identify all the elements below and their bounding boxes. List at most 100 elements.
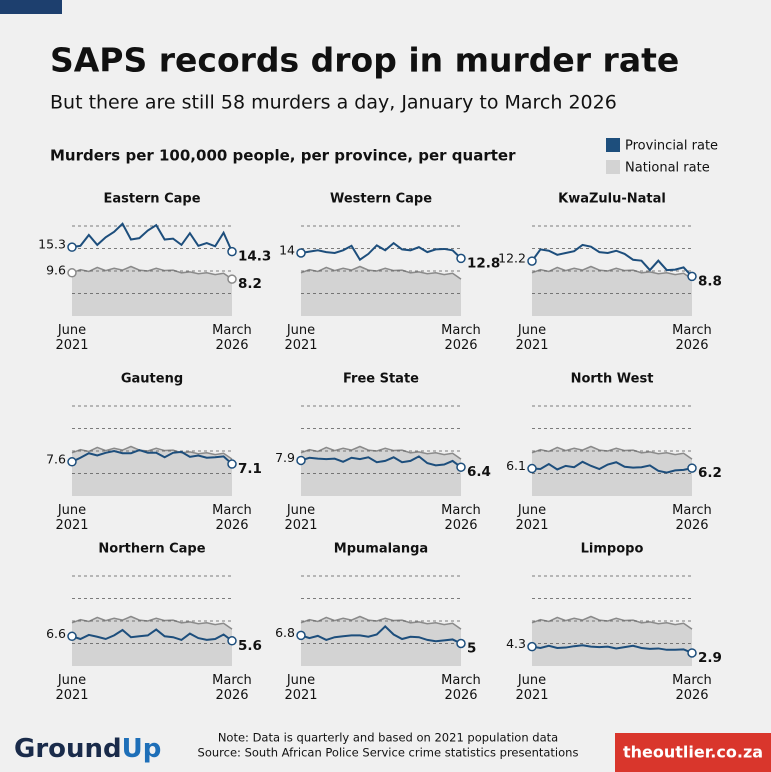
site-box <box>615 733 771 772</box>
national-line <box>300 265 462 280</box>
legend-swatch <box>606 160 620 174</box>
endpoint <box>67 268 77 278</box>
x-tick-label: June 2021 <box>55 323 89 353</box>
end-label: 8.2 <box>238 276 262 292</box>
x-tick-label: June 2021 <box>284 673 318 703</box>
panel-title: Mpumalanga <box>334 542 428 557</box>
x-tick-label: March 2026 <box>672 503 712 533</box>
x-tick-label: June 2021 <box>284 323 318 353</box>
provincial-line <box>300 241 462 262</box>
national-line <box>531 615 693 630</box>
x-tick-label: June 2021 <box>515 323 549 353</box>
provincial-line <box>71 222 233 253</box>
logo: GroundUp <box>14 734 161 764</box>
end-label: 14.3 <box>238 249 271 265</box>
national-line <box>71 615 233 630</box>
endpoint <box>687 648 697 658</box>
endpoint <box>456 462 466 472</box>
x-tick-label: March 2026 <box>672 673 712 703</box>
provincial-line <box>300 455 462 469</box>
national-area <box>532 266 692 316</box>
x-tick-label: March 2026 <box>212 503 252 533</box>
end-label: 2.9 <box>698 650 722 666</box>
provincial-line <box>71 449 233 465</box>
national-area <box>72 266 232 316</box>
x-tick-label: June 2021 <box>515 673 549 703</box>
source: Source: South African Police Service cri… <box>198 746 579 760</box>
endpoint <box>227 274 237 284</box>
end-label: 12.8 <box>467 255 500 271</box>
x-tick-label: March 2026 <box>212 323 252 353</box>
national-line <box>300 615 462 630</box>
national-line <box>300 445 462 460</box>
panel-title: North West <box>571 372 654 387</box>
national-area <box>301 616 461 666</box>
endpoint <box>687 463 697 473</box>
endpoint <box>456 638 466 649</box>
x-tick-label: March 2026 <box>441 323 481 353</box>
x-tick-label: March 2026 <box>441 673 481 703</box>
national-line <box>531 445 693 460</box>
end-label: 8.8 <box>698 273 722 289</box>
start-label: 7.6 <box>46 451 66 466</box>
panel-title: KwaZulu-Natal <box>558 192 666 207</box>
national-area <box>532 616 692 666</box>
x-tick-label: June 2021 <box>284 503 318 533</box>
x-tick-label: June 2021 <box>55 503 89 533</box>
endpoint <box>296 455 306 466</box>
panel-title: Gauteng <box>121 372 183 387</box>
start-label: 6.1 <box>506 458 526 473</box>
endpoint <box>296 248 306 258</box>
start-label: 6.8 <box>275 625 295 640</box>
start-label: 7.9 <box>275 450 295 465</box>
start-label: 9.6 <box>46 262 66 277</box>
x-tick-label: March 2026 <box>212 673 252 703</box>
endpoint <box>527 256 537 266</box>
endpoint <box>296 630 306 641</box>
provincial-line <box>531 243 693 278</box>
end-label: 5.6 <box>238 638 262 654</box>
legend-swatch <box>606 138 620 152</box>
panel-title: Northern Cape <box>98 542 205 557</box>
endpoint <box>527 463 537 474</box>
national-area <box>532 446 692 496</box>
endpoint <box>67 457 77 467</box>
panel-title: Limpopo <box>581 542 644 557</box>
start-label: 4.3 <box>506 636 526 651</box>
site: theoutlier.co.za <box>623 743 763 762</box>
x-tick-label: March 2026 <box>672 323 712 353</box>
national-area <box>72 446 232 496</box>
end-label: 6.4 <box>467 464 491 480</box>
x-tick-label: June 2021 <box>55 673 89 703</box>
x-tick-label: March 2026 <box>441 503 481 533</box>
national-line <box>71 265 233 280</box>
start-label: 12.2 <box>498 251 526 266</box>
legend-label: Provincial rate <box>625 139 718 154</box>
national-line <box>71 445 233 460</box>
x-tick-label: June 2021 <box>515 503 549 533</box>
endpoint <box>227 636 237 646</box>
endpoint <box>67 242 77 252</box>
end-label: 5 <box>467 641 476 657</box>
end-label: 6.2 <box>698 465 722 481</box>
endpoint <box>227 246 237 257</box>
title: SAPS records drop in murder rate <box>50 41 679 80</box>
endpoint <box>527 641 537 652</box>
start-label: 15.3 <box>38 237 66 252</box>
note: Note: Data is quarterly and based on 202… <box>218 731 558 745</box>
endpoint <box>687 271 697 282</box>
corner-bar <box>0 0 62 14</box>
logo-part: Up <box>122 734 162 764</box>
national-area <box>72 616 232 666</box>
legend-label: National rate <box>625 161 710 176</box>
logo-part: Ground <box>14 734 122 764</box>
provincial-line <box>71 628 233 642</box>
provincial-line <box>531 644 693 654</box>
start-label: 6.6 <box>46 626 66 641</box>
endpoint <box>227 459 237 469</box>
subtitle: But there are still 58 murders a day, Ja… <box>50 92 617 114</box>
panel-title: Free State <box>343 372 419 387</box>
endpoint <box>456 253 466 264</box>
